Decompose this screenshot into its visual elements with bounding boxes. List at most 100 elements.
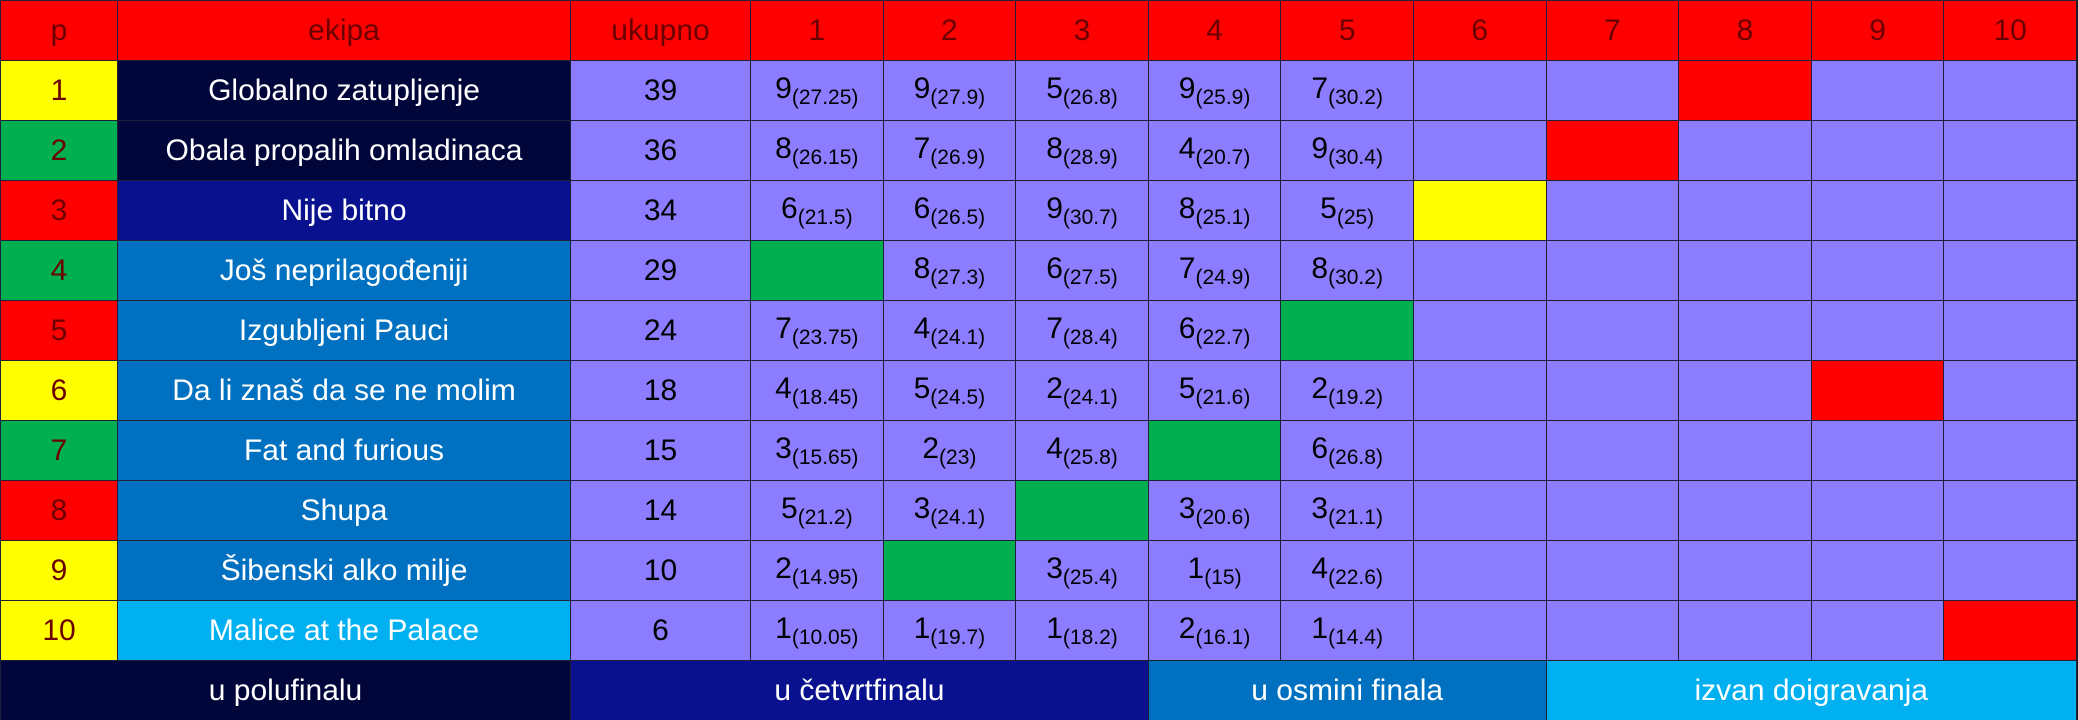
round-score: 3: [775, 431, 792, 465]
round-score: 3: [1311, 491, 1329, 525]
round-detail: (26.15): [791, 145, 859, 169]
round-cell: [1678, 240, 1812, 301]
round-detail: (18.2): [1062, 625, 1118, 649]
total: 39: [570, 60, 751, 121]
round-cell: [1678, 180, 1812, 241]
round-cell: 3(21.1): [1280, 480, 1414, 541]
rank: 3: [0, 180, 118, 241]
round-cell: [1412, 420, 1547, 481]
round-score: 1: [1311, 611, 1329, 645]
team-name: Nije bitno: [117, 180, 571, 241]
round-score: 2: [775, 551, 792, 585]
round-cell: 1(19.7): [882, 600, 1017, 661]
round-score: 2: [1178, 611, 1196, 645]
round-cell: 6(26.8): [1280, 420, 1414, 481]
round-score: 4: [913, 311, 931, 345]
team-name: Shupa: [117, 480, 571, 541]
round-cell: [1810, 480, 1945, 541]
round-cell: 3(15.65): [750, 420, 884, 481]
round-cell: 7(24.9): [1147, 240, 1282, 301]
round-detail: (30.2): [1328, 265, 1383, 289]
round-score: 8: [1311, 251, 1329, 285]
round-cell: [1810, 180, 1945, 241]
round-cell: [882, 540, 1017, 601]
round-score: 6: [913, 191, 931, 225]
round-cell: 4(18.45): [750, 360, 884, 421]
round-cell: [1412, 120, 1547, 181]
round-cell: [1280, 300, 1414, 361]
round-detail: (23.75): [791, 325, 859, 349]
round-score: 5: [1178, 371, 1196, 405]
round-score: 7: [775, 311, 792, 345]
round-score: 1: [1187, 551, 1205, 585]
round-cell: [1545, 360, 1680, 421]
round-cell: [1810, 540, 1945, 601]
team-name: Šibenski alko milje: [117, 540, 571, 601]
round-cell: [1545, 240, 1680, 301]
round-cell: [1545, 300, 1680, 361]
round-score: 3: [1046, 551, 1063, 585]
round-detail: (20.6): [1195, 505, 1251, 529]
round-score: 5: [1320, 191, 1337, 225]
round-cell: 8(27.3): [882, 240, 1017, 301]
total: 15: [570, 420, 751, 481]
round-cell: [1545, 120, 1680, 181]
team-name: Obala propalih omladinaca: [117, 120, 571, 181]
round-detail: (25): [1336, 205, 1375, 229]
header-cell: 7: [1545, 0, 1680, 61]
round-cell: [1810, 420, 1945, 481]
round-cell: 4(20.7): [1147, 120, 1282, 181]
round-score: 1: [1046, 611, 1063, 645]
header-cell: 3: [1015, 0, 1149, 61]
round-score: 6: [1046, 251, 1063, 285]
legend-item: u polufinalu: [0, 660, 571, 720]
round-detail: (27.5): [1062, 265, 1118, 289]
team-row: 5 Izgubljeni Pauci 24 7(23.75) 4(24.1) 7(28.4…: [0, 300, 2077, 361]
round-cell: [1412, 600, 1547, 661]
round-detail: (25.9): [1195, 85, 1251, 109]
team-name: Da li znaš da se ne molim: [117, 360, 571, 421]
round-cell: 9(25.9): [1147, 60, 1282, 121]
round-cell: 5(21.2): [750, 480, 884, 541]
round-cell: [1678, 60, 1812, 121]
rank: 1: [0, 60, 118, 121]
round-cell: 7(28.4): [1015, 300, 1149, 361]
header-cell: p: [0, 0, 118, 61]
round-cell: 6(22.7): [1147, 300, 1282, 361]
round-cell: [1943, 60, 2077, 121]
round-cell: 9(27.25): [750, 60, 884, 121]
round-cell: 9(27.9): [882, 60, 1017, 121]
rank: 6: [0, 360, 118, 421]
team-name: Fat and furious: [117, 420, 571, 481]
round-detail: (24.9): [1195, 265, 1251, 289]
round-cell: 6(26.5): [882, 180, 1017, 241]
round-detail: (26.5): [930, 205, 986, 229]
total: 10: [570, 540, 751, 601]
round-detail: (27.3): [930, 265, 986, 289]
total: 24: [570, 300, 751, 361]
round-score: 3: [913, 491, 931, 525]
round-detail: (19.7): [930, 625, 986, 649]
round-detail: (22.7): [1195, 325, 1251, 349]
header-cell: 1: [750, 0, 884, 61]
round-score: 8: [1178, 191, 1196, 225]
round-cell: [1810, 360, 1945, 421]
header-cell: 6: [1412, 0, 1547, 61]
round-detail: (21.1): [1328, 505, 1383, 529]
round-cell: [1678, 360, 1812, 421]
round-cell: [1545, 540, 1680, 601]
round-cell: [1943, 300, 2077, 361]
round-detail: (25.4): [1062, 565, 1118, 589]
round-detail: (22.6): [1328, 565, 1383, 589]
round-detail: (25.1): [1195, 205, 1251, 229]
round-score: 2: [1311, 371, 1329, 405]
round-score: 7: [1046, 311, 1063, 345]
round-cell: [1678, 480, 1812, 541]
round-cell: [1943, 600, 2077, 661]
rank: 5: [0, 300, 118, 361]
round-detail: (18.45): [791, 385, 859, 409]
round-cell: [1943, 120, 2077, 181]
round-cell: [1545, 420, 1680, 481]
round-detail: (10.05): [791, 625, 859, 649]
